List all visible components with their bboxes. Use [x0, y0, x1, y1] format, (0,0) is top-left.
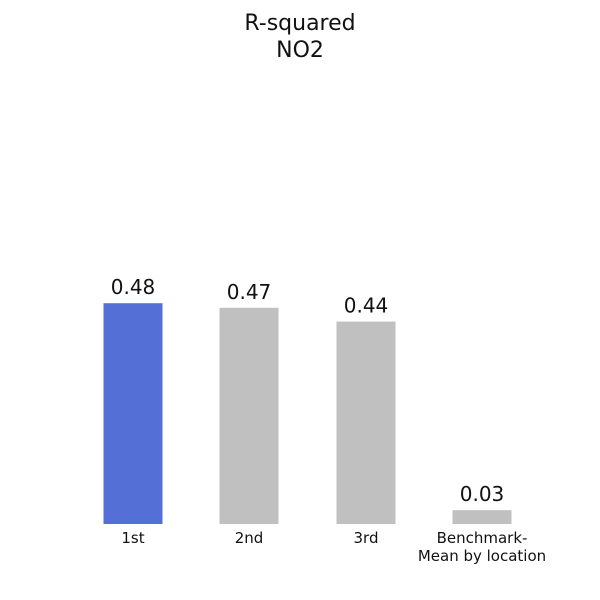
value-labels: 0.48 0.47 0.44 0.03 — [111, 275, 505, 506]
value-label-1: 0.48 — [111, 275, 156, 299]
x-tick-label-4-line-2: Mean by location — [418, 547, 546, 565]
x-tick-label-3: 3rd — [354, 529, 379, 547]
chart-title-line-1: R-squared — [244, 11, 355, 36]
bar-3 — [336, 321, 396, 524]
bar-4 — [452, 510, 512, 524]
x-tick-labels: 1st 2nd 3rd Benchmark-Mean by location — [121, 529, 546, 565]
value-label-2: 0.47 — [227, 280, 272, 304]
chart-title: R-squared NO2 — [244, 11, 355, 63]
bar-series — [103, 303, 512, 524]
chart-title-line-2: NO2 — [276, 38, 324, 63]
value-label-4: 0.03 — [460, 482, 505, 506]
value-label-3: 0.44 — [344, 294, 389, 318]
bar-1 — [103, 303, 163, 524]
x-tick-label-1: 1st — [121, 529, 144, 547]
x-tick-label-4-line-1: Benchmark- — [437, 529, 528, 547]
bar-2 — [219, 307, 279, 524]
x-tick-label-2: 2nd — [235, 529, 264, 547]
